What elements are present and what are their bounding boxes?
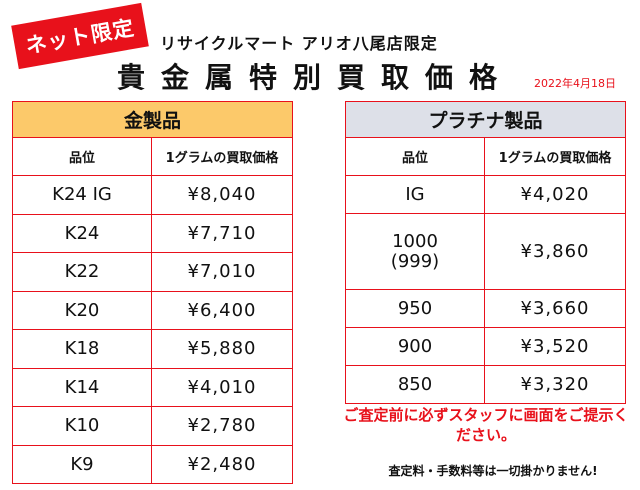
gold-price: ¥6,400 [150, 290, 294, 330]
price-date: 2022年4月18日 [534, 77, 616, 90]
gold-col-price: 1グラムの買取価格 [150, 137, 294, 176]
platinum-grade: 850 [345, 365, 485, 404]
gold-col-grade: 品位 [12, 137, 152, 176]
gold-price: ¥8,040 [150, 175, 294, 215]
table-row: K10 ¥2,780 [12, 406, 294, 446]
platinum-price: ¥4,020 [483, 175, 627, 214]
platinum-col-price: 1グラムの買取価格 [483, 137, 627, 176]
platinum-grade: 950 [345, 289, 485, 328]
platinum-price: ¥3,520 [483, 327, 627, 366]
gold-price: ¥7,710 [150, 213, 294, 253]
platinum-price: ¥3,660 [483, 289, 627, 328]
table-row: IG ¥4,020 [345, 175, 627, 214]
platinum-col-grade: 品位 [345, 137, 485, 176]
gold-price: ¥7,010 [150, 252, 294, 292]
platinum-grade: IG [345, 175, 485, 214]
platinum-price-table: プラチナ製品 品位 1グラムの買取価格 IG ¥4,020 1000 (999)… [344, 101, 627, 404]
gold-grade: K22 [12, 252, 152, 292]
store-name: リサイクルマート アリオ八尾店限定 [160, 34, 438, 53]
platinum-price: ¥3,320 [483, 365, 627, 404]
platinum-price: ¥3,860 [483, 213, 627, 290]
table-row: K9 ¥2,480 [12, 444, 294, 484]
platinum-table-header: プラチナ製品 [344, 101, 627, 138]
gold-price: ¥4,010 [150, 367, 294, 407]
gold-grade: K24 [12, 213, 152, 253]
table-row: 900 ¥3,520 [345, 327, 627, 366]
gold-price: ¥2,480 [150, 444, 294, 484]
table-row: K24 ¥7,710 [12, 213, 294, 253]
staff-notice: ご査定前に必ずスタッフに画面をご提示ください。 [343, 406, 629, 444]
gold-table-header: 金製品 [11, 101, 294, 138]
table-row: K18 ¥5,880 [12, 329, 294, 369]
platinum-grade-sub: (999) [390, 250, 440, 272]
platinum-grade: 900 [345, 327, 485, 366]
gold-grade: K20 [12, 290, 152, 330]
gold-price: ¥2,780 [150, 406, 294, 446]
gold-price: ¥5,880 [150, 329, 294, 369]
gold-grade: K14 [12, 367, 152, 407]
gold-grade: K18 [12, 329, 152, 369]
table-row: K14 ¥4,010 [12, 367, 294, 407]
fee-note: 査定料・手数料等は一切掛かりません! [388, 464, 598, 478]
table-row: K24 IG ¥8,040 [12, 175, 294, 215]
platinum-grade-main: 1000 [392, 230, 438, 252]
gold-grade: K24 IG [12, 175, 152, 215]
table-row: 1000 (999) ¥3,860 [345, 213, 627, 290]
platinum-grade: 1000 (999) [345, 213, 485, 290]
gold-grade: K9 [12, 444, 152, 484]
gold-grade: K10 [12, 406, 152, 446]
gold-price-table: 金製品 品位 1グラムの買取価格 K24 IG ¥8,040 K24 ¥7,71… [11, 101, 294, 484]
table-row: K22 ¥7,010 [12, 252, 294, 292]
table-row: 850 ¥3,320 [345, 365, 627, 404]
page-title: 貴金属特別買取価格 [116, 61, 513, 94]
table-row: 950 ¥3,660 [345, 289, 627, 328]
table-row: K20 ¥6,400 [12, 290, 294, 330]
